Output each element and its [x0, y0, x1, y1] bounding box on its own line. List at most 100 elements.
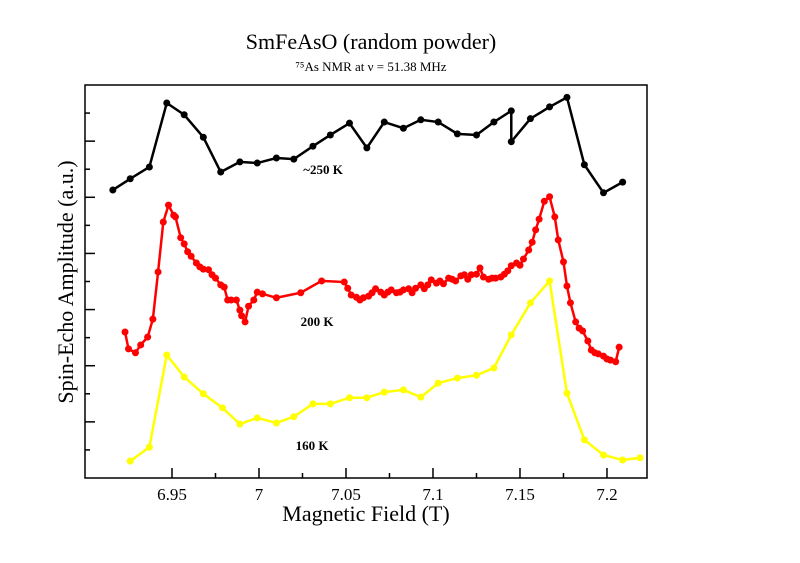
series-line [123, 194, 621, 364]
data-point [528, 238, 536, 246]
data-point [236, 420, 244, 428]
data-point [199, 265, 207, 273]
data-point [171, 213, 179, 221]
data-point [180, 111, 188, 119]
data-point [250, 296, 258, 304]
data-point [535, 215, 543, 223]
data-point [563, 93, 571, 101]
data-point [131, 349, 139, 357]
data-point [504, 267, 512, 275]
data-point [636, 454, 644, 462]
data-point [427, 276, 435, 284]
data-point [297, 289, 305, 297]
data-point [145, 443, 153, 451]
data-point [472, 270, 480, 278]
data-point [380, 118, 388, 126]
data-point [540, 197, 548, 205]
data-point [220, 283, 228, 291]
data-point [399, 286, 407, 294]
data-point [546, 277, 554, 285]
data-point [619, 178, 627, 186]
data-point [180, 240, 188, 248]
data-point [217, 168, 225, 176]
data-point [344, 284, 352, 292]
data-point [290, 155, 298, 163]
data-point [399, 386, 407, 394]
data-point [121, 328, 129, 336]
data-point [467, 271, 475, 279]
data-point [572, 318, 580, 326]
data-point [525, 246, 533, 254]
data-point [163, 351, 171, 359]
data-point [109, 186, 117, 194]
data-point [412, 284, 420, 292]
y-axis-label: Spin-Echo Amplitude (a.u.) [53, 160, 78, 403]
data-point [563, 282, 571, 290]
data-point [594, 350, 602, 358]
data-point [551, 213, 559, 221]
series-line [112, 95, 624, 195]
data-point [507, 262, 515, 270]
data-point [363, 394, 371, 402]
data-point [507, 138, 515, 146]
data-point [579, 327, 587, 335]
data-point [490, 118, 498, 126]
data-point [232, 296, 240, 304]
data-point [163, 99, 171, 107]
x-tick-label: 7 [255, 485, 264, 504]
data-point [326, 400, 334, 408]
data-point [236, 158, 244, 166]
x-tick-label: 7.05 [331, 485, 361, 504]
data-point [559, 258, 567, 266]
data-point [145, 163, 153, 171]
data-point [144, 333, 152, 341]
data-point [526, 299, 534, 307]
data-point [490, 364, 498, 372]
data-point [326, 131, 334, 139]
data-point [546, 103, 554, 111]
data-point [619, 456, 627, 464]
data-point [600, 189, 608, 197]
data-point [241, 318, 249, 326]
data-point [340, 278, 348, 286]
data-point [126, 175, 134, 183]
data-point [566, 299, 574, 307]
data-point [199, 133, 207, 141]
data-point [516, 261, 524, 269]
data-point [347, 291, 355, 299]
data-point [345, 394, 353, 402]
data-point [615, 343, 623, 351]
data-point [245, 302, 253, 310]
data-point [165, 201, 173, 209]
series-line [129, 278, 641, 463]
data-point [387, 286, 395, 294]
data-point [154, 268, 162, 276]
data-point [526, 115, 534, 123]
data-point [124, 345, 132, 353]
data-point [554, 236, 562, 244]
data-point [309, 142, 317, 150]
data-point [492, 274, 500, 282]
x-tick-label: 7.1 [422, 485, 443, 504]
data-point [472, 371, 480, 379]
data-point [290, 413, 298, 421]
data-point [272, 419, 280, 427]
data-point [452, 277, 460, 285]
data-point [253, 159, 261, 167]
data-point [507, 107, 515, 115]
chart-title: SmFeAsO (random powder) [246, 29, 497, 54]
data-point [272, 294, 280, 302]
data-point [253, 414, 261, 422]
x-axis-label: Magnetic Field (T) [282, 501, 449, 526]
data-point [238, 312, 246, 320]
x-tick-label: 6.95 [157, 485, 187, 504]
data-point [399, 124, 407, 132]
data-point [434, 379, 442, 387]
data-point [580, 161, 588, 169]
plot-frame [84, 84, 648, 479]
data-point [519, 255, 527, 263]
data-point [126, 457, 134, 465]
data-point [612, 358, 620, 366]
